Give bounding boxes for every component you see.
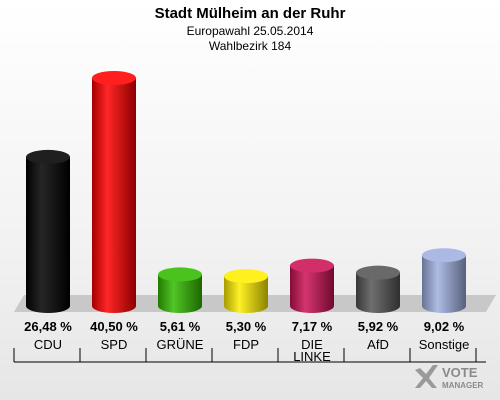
bar-grüne xyxy=(158,267,202,313)
category-label: GRÜNE xyxy=(157,337,204,352)
bar-top xyxy=(290,258,334,273)
bar-spd xyxy=(92,70,136,313)
vote-manager-logo: VOTE MANAGER xyxy=(412,360,490,394)
chart-title: Stadt Mülheim an der Ruhr xyxy=(154,5,346,22)
bar-body xyxy=(290,265,334,313)
value-label: 7,17 % xyxy=(292,319,333,334)
bar-top xyxy=(224,269,268,284)
bar-body xyxy=(92,77,136,313)
value-label: 40,50 % xyxy=(90,319,138,334)
logo-word-manager: MANAGER xyxy=(442,381,484,390)
bar-body xyxy=(224,276,268,313)
category-label: DIE xyxy=(301,337,323,352)
bar-cdu xyxy=(26,149,70,313)
bar-body xyxy=(26,156,70,313)
value-label: 26,48 % xyxy=(24,319,72,334)
bar-die-linke xyxy=(290,258,334,313)
value-label: 5,30 % xyxy=(226,319,267,334)
bar-fdp xyxy=(224,269,268,313)
bar-body xyxy=(158,274,202,313)
bar-sonstige xyxy=(422,248,466,313)
chart-subtitle: Europawahl 25.05.2014 xyxy=(186,24,314,38)
bar-top xyxy=(158,267,202,282)
category-label: SPD xyxy=(101,337,128,352)
logo-word-vote: VOTE xyxy=(442,365,478,380)
bar-top xyxy=(422,248,466,263)
checkmark-x-icon xyxy=(415,365,438,388)
bar-top xyxy=(356,265,400,280)
value-label: 5,61 % xyxy=(160,319,201,334)
category-label: LINKE xyxy=(293,349,331,364)
chart-district: Wahlbezirk 184 xyxy=(208,39,292,53)
category-label: AfD xyxy=(367,337,389,352)
value-label: 9,02 % xyxy=(424,319,465,334)
bar-body xyxy=(356,272,400,313)
bar-top xyxy=(92,70,136,85)
category-label: CDU xyxy=(34,337,62,352)
value-label: 5,92 % xyxy=(358,319,399,334)
category-label: FDP xyxy=(233,337,259,352)
bar-top xyxy=(26,149,70,164)
chart-titles: Stadt Mülheim an der Ruhr Europawahl 25.… xyxy=(0,0,500,53)
category-label: Sonstige xyxy=(419,337,470,352)
bar-afd xyxy=(356,265,400,313)
bar-body xyxy=(422,255,466,313)
